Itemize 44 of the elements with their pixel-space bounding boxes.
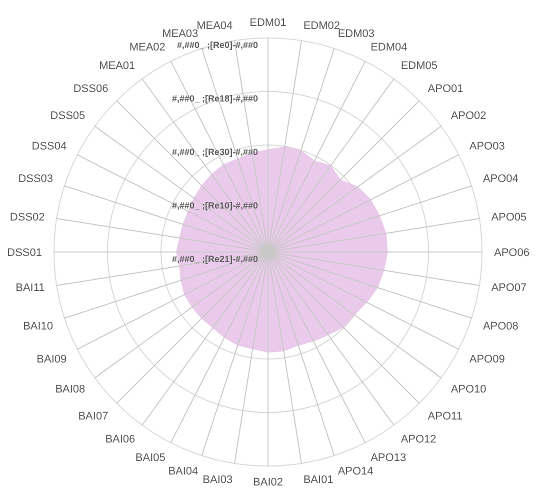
spoke-label: BAI09 — [36, 353, 67, 366]
spoke-label: APO13 — [370, 452, 406, 464]
spoke-label: BAI04 — [168, 466, 198, 478]
spoke-label: DSS02 — [10, 211, 45, 224]
spoke-label: BAI10 — [23, 320, 54, 333]
spoke-label: APO14 — [338, 466, 374, 478]
spoke-label: DSS01 — [7, 246, 42, 259]
spoke-label: BAI06 — [105, 434, 136, 446]
spoke-label: BAI08 — [55, 384, 86, 396]
spoke-label: APO11 — [428, 410, 462, 423]
spoke-label: EDM05 — [400, 60, 438, 72]
spoke-label: EDM04 — [370, 42, 408, 54]
spoke-label: APO04 — [482, 173, 518, 186]
spoke-label: MEA02 — [129, 42, 166, 54]
spoke-label: APO02 — [450, 110, 486, 122]
spoke-label: DSS06 — [73, 83, 108, 96]
text: #,##0_ ;[Re30]-#,##0 — [172, 147, 258, 157]
spoke-label: BAI01 — [303, 474, 334, 486]
spoke-label: EDM03 — [338, 28, 375, 40]
spoke-label: APO01 — [428, 83, 464, 96]
spoke-label: APO10 — [450, 384, 486, 396]
text: #,##0_ ;[Re21]-#,##0 — [172, 254, 258, 264]
spoke-label: APO05 — [491, 211, 527, 224]
spoke-label: APO06 — [494, 246, 530, 259]
spoke-label: APO08 — [482, 320, 518, 333]
spoke-label: APO03 — [469, 140, 505, 152]
spoke-label: MEA01 — [99, 60, 136, 72]
text: #,##0_ ;[Re10]-#,##0 — [172, 200, 258, 210]
text: #,##0_ ;[Re18]-#,##0 — [172, 94, 258, 104]
spoke-label: BAI02 — [253, 476, 283, 489]
spoke-label: MEA03 — [162, 28, 198, 40]
spoke-label: APO12 — [400, 434, 436, 446]
spoke-label: BAI07 — [78, 410, 108, 423]
spoke-label: DSS04 — [32, 140, 67, 152]
spoke-label: DSS03 — [18, 173, 54, 186]
spoke-label: APO07 — [491, 282, 527, 294]
spoke-label: MEA04 — [196, 20, 233, 32]
spoke-label: BAI05 — [135, 452, 166, 464]
spoke-label: BAI11 — [16, 282, 45, 294]
spoke-label: BAI03 — [202, 474, 233, 486]
spoke-label: DSS05 — [50, 110, 86, 122]
text: #,##0_ ;[Re0]-#,##0 — [176, 40, 258, 50]
spoke-label: APO09 — [469, 353, 505, 366]
spoke-label: EDM01 — [250, 17, 286, 29]
